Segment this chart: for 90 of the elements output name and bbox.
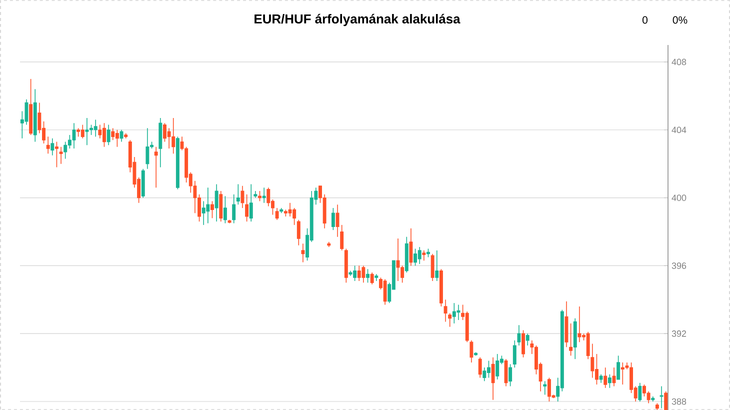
candlestick [396,238,400,282]
candlestick [154,146,158,188]
candlestick [50,138,54,156]
candlestick [46,136,50,154]
candlestick [232,194,236,224]
candlestick [59,146,63,164]
candlestick [444,299,448,322]
candlestick [664,390,668,410]
candlestick [301,243,305,263]
candlestick [275,208,279,220]
candlestick [206,187,210,224]
candlestick [54,141,58,168]
candlestick [106,124,110,146]
candlestick [288,202,292,217]
candlestick [111,128,115,140]
candlestick [94,119,98,138]
candlestick [292,208,296,226]
candlestick [85,118,89,146]
candlestick [478,356,482,378]
candlestick [418,246,422,264]
candlestick [578,306,582,342]
y-tick-label: 392 [672,330,686,337]
candlestick [491,356,495,400]
text: 0% [672,16,688,24]
candlestick [470,340,474,363]
candlestick [64,141,68,160]
candlestick [223,196,227,224]
y-tick-label: 408 [672,58,686,66]
candlestick [430,253,434,282]
candlestick [240,186,244,208]
candlestick [24,98,28,126]
candlestick [608,374,612,388]
candlestick [167,128,171,149]
candlestick [638,382,642,402]
candlestick [616,355,620,380]
candlestick [98,124,102,139]
candlestick [422,250,426,261]
candlestick [331,208,335,230]
candlestick [620,362,624,385]
candlestick [448,312,452,328]
candlestick [612,367,616,387]
candlestick [508,364,512,387]
candlestick [526,333,530,346]
candlestick [115,129,119,148]
candlestick [336,204,340,238]
candlestick [482,367,486,382]
candlestick [296,219,300,246]
candlestick [414,248,418,266]
candlestick [172,118,176,154]
candlestick [80,124,84,139]
candlestick [219,190,223,222]
candlestick [569,323,573,356]
candlestick [517,324,521,346]
candlestick [512,340,516,368]
candlestick [383,278,387,306]
y-tick-label: 396 [672,262,686,269]
candlestick [210,200,214,219]
candlestick [266,187,270,207]
candlestick [262,187,266,204]
candlestick [522,330,526,358]
text: 0 [642,16,648,24]
candlestick [543,380,547,396]
candlestick [496,354,500,380]
candlestick [456,304,460,320]
candlestick [452,302,456,324]
candlestick [435,250,439,282]
candlestick [586,332,590,360]
candlestick [340,224,344,251]
candlestick [504,358,508,387]
candlestick [146,128,150,170]
candlestick [660,386,664,409]
y-tick-label: 404 [672,126,686,134]
candlestick [409,228,413,266]
candlestick [120,129,124,142]
y-tick-label: 388 [672,398,686,405]
candlestick [357,265,361,282]
candlestick [72,122,76,149]
candlestick [202,200,206,226]
chart-title: EUR/HUF árfolyamának alakulása [254,14,460,26]
candlestick [245,194,249,222]
y-tick-label: 400 [672,194,686,201]
candlestick [362,265,366,284]
candlestick [249,184,253,222]
candlestick [370,272,374,285]
candlestick [214,184,218,222]
candlestick [366,268,370,284]
candlestick [236,184,240,205]
candlestick [590,343,594,378]
candlestick [258,190,262,202]
candlestick [604,367,608,388]
